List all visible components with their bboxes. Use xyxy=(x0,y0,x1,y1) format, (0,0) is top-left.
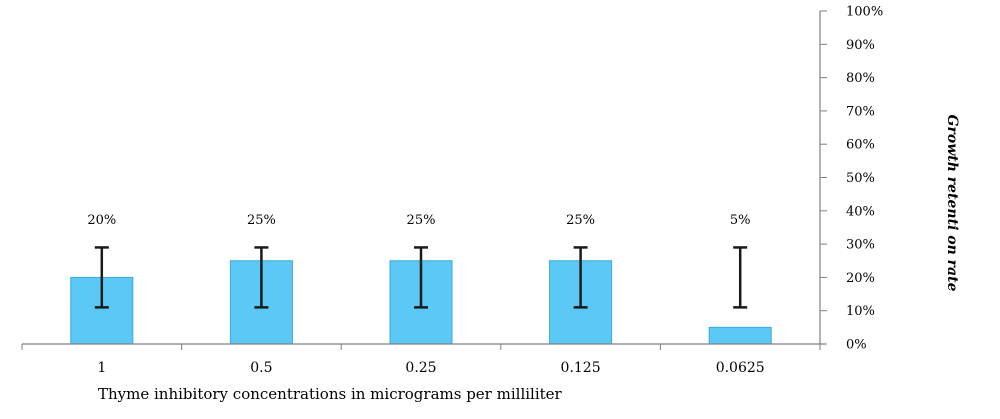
data-label: 20% xyxy=(87,213,116,228)
data-label: 25% xyxy=(566,213,595,228)
bar xyxy=(708,326,772,345)
x-tick-label: 0.5 xyxy=(250,360,272,376)
error-bar xyxy=(94,246,109,309)
y-tick-label: 90% xyxy=(846,38,875,53)
data-label: 25% xyxy=(247,213,276,228)
x-tick-label: 0.25 xyxy=(405,360,436,376)
y-tick-label: 0% xyxy=(846,338,867,353)
y-tick-label: 50% xyxy=(846,171,875,186)
y-tick-label: 20% xyxy=(846,271,875,286)
error-bar xyxy=(414,246,428,309)
y-tick-label: 100% xyxy=(846,5,883,20)
error-bar xyxy=(733,246,748,309)
x-tick-label: 1 xyxy=(97,360,106,376)
x-axis-title: Thyme inhibitory concentrations in micro… xyxy=(98,385,563,403)
data-label: 25% xyxy=(407,213,436,228)
x-tick-label: 0.0625 xyxy=(716,360,765,376)
x-tick-label: 0.125 xyxy=(561,360,601,376)
y-tick-label: 70% xyxy=(846,104,875,119)
data-label: 5% xyxy=(730,213,751,228)
y-tick-label: 30% xyxy=(846,238,875,253)
y-tick-label: 60% xyxy=(846,138,875,153)
y-axis-title: Growth retenti on rate xyxy=(944,115,960,292)
y-tick-label: 40% xyxy=(846,204,875,219)
y-tick-label: 10% xyxy=(846,304,875,319)
y-tick-label: 80% xyxy=(846,71,875,86)
error-bar xyxy=(254,246,269,309)
error-bar xyxy=(573,246,588,309)
